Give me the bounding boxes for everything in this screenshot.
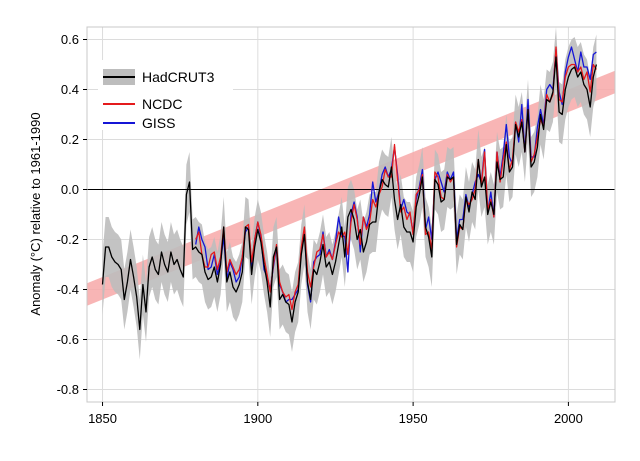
- x-tick-label-1950: 1950: [399, 411, 428, 426]
- y-tick-label-0: 0.0: [61, 182, 79, 197]
- axis-layer: 1850 1900 1950 2000 0.6 0.4 0.2 0.0 -0.2 -0.4 -0.6…: [57, 32, 583, 426]
- x-tick-label-2000: 2000: [554, 411, 583, 426]
- legend-label-giss: GISS: [142, 115, 175, 131]
- y-tick-label--0_8: -0.8: [57, 382, 79, 397]
- x-tick-label-1900: 1900: [243, 411, 272, 426]
- y-tick-label-0_4: 0.4: [61, 82, 79, 97]
- plot-frame: [86, 26, 616, 403]
- series-layer: [101, 46, 598, 331]
- y-tick-label-0_2: 0.2: [61, 132, 79, 147]
- y-tick-label-0_6: 0.6: [61, 32, 79, 47]
- legend-label-hadcrut3: HadCRUT3: [142, 69, 215, 85]
- y-tick-label--0_4: -0.4: [57, 282, 79, 297]
- y-tick-label--0_6: -0.6: [57, 332, 79, 347]
- y-tick-label--0_2: -0.2: [57, 232, 79, 247]
- legend-label-ncdc: NCDC: [142, 96, 182, 112]
- series-line-hadcrut3: [101, 56, 598, 331]
- y-axis-title: Anomaly (°C) relative to 1961-1990: [28, 112, 43, 315]
- x-tick-label-1850: 1850: [88, 411, 117, 426]
- legend: HadCRUT3 NCDC GISS: [98, 60, 233, 131]
